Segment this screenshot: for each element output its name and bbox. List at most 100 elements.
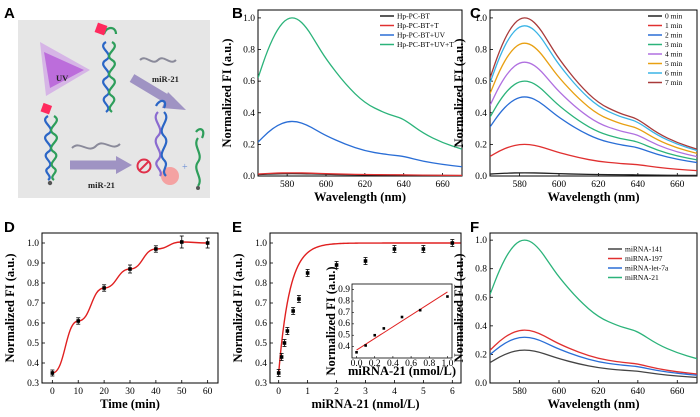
y-tick-label: 0.6 bbox=[255, 319, 267, 329]
x-tick-label: 6 bbox=[450, 387, 455, 397]
x-tick-label: 50 bbox=[177, 387, 187, 397]
y-tick-label: 0.8 bbox=[27, 279, 39, 289]
x-tick-label: 580 bbox=[512, 180, 527, 190]
y-axis-label: Normalized FI (a.u.) bbox=[452, 38, 466, 147]
x-tick-label: 600 bbox=[552, 387, 567, 397]
inset-chart: 0.0 0.2 0.4 0.6 0.8 1.00.40.50.60.70.80.9miRN… bbox=[324, 266, 456, 378]
data-point bbox=[154, 247, 158, 251]
inset-data-point bbox=[355, 351, 358, 354]
y-tick-label: 0.4 bbox=[255, 359, 267, 369]
y-tick-label: 0.6 bbox=[475, 293, 487, 303]
right-probe-glow-icon: + bbox=[154, 99, 188, 185]
series-line-3-min bbox=[490, 80, 697, 161]
series-line-hp-pc-bt-t bbox=[258, 172, 462, 176]
data-point bbox=[279, 355, 284, 359]
legend-label: miRNA-197 bbox=[625, 254, 663, 263]
data-point bbox=[450, 241, 455, 245]
released-strand-icon bbox=[195, 128, 205, 190]
y-tick-label: 0.8 bbox=[255, 279, 267, 289]
top-arrow-icon bbox=[129, 57, 186, 110]
series-line-mirna-let-7a bbox=[490, 336, 697, 376]
mir-label-top: miR-21 bbox=[152, 74, 179, 84]
mir-label-bottom: miR-21 bbox=[88, 180, 115, 190]
data-point bbox=[205, 241, 210, 245]
series-line-1-min bbox=[490, 143, 697, 172]
x-tick-label: 620 bbox=[591, 387, 606, 397]
series-line-0-min bbox=[490, 172, 697, 176]
legend-label: Hp-PC-BT bbox=[397, 12, 430, 21]
inset-data-point bbox=[373, 333, 377, 337]
legend-label: Hp-PC-BT+UV bbox=[397, 31, 446, 40]
y-tick-label: 0.8 bbox=[243, 46, 255, 56]
series-line-2-min bbox=[490, 96, 697, 164]
x-tick-label: 660 bbox=[435, 180, 450, 190]
legend-label: miRNA-let-7a bbox=[625, 264, 669, 273]
legend-label: miRNA-21 bbox=[625, 273, 659, 282]
top-hairpin-probe-icon bbox=[94, 22, 118, 113]
panel-label-d: D bbox=[4, 219, 15, 236]
inset-x-tick-label: 1.0 bbox=[442, 359, 454, 369]
y-tick-label: 0.7 bbox=[255, 299, 267, 309]
series-line-6-min bbox=[490, 25, 697, 152]
y-tick-label: 0.7 bbox=[27, 299, 39, 309]
inset-x-tick-label: 0.8 bbox=[423, 359, 435, 369]
y-tick-label: 0.6 bbox=[475, 77, 487, 87]
legend-label: 0 min bbox=[665, 12, 683, 21]
legend-label: Hp-PC-BT+T bbox=[397, 21, 439, 30]
y-tick-label: 0.5 bbox=[27, 339, 39, 349]
series-line-5-min bbox=[490, 42, 697, 155]
series-line-hp-pc-bt-uv bbox=[258, 120, 462, 168]
data-point bbox=[282, 341, 287, 345]
inset-x-tick-label: 0.6 bbox=[405, 359, 417, 369]
uv-light-icon bbox=[40, 42, 90, 96]
x-tick-label: 30 bbox=[125, 387, 135, 397]
data-point bbox=[128, 267, 132, 271]
y-tick-label: 1.0 bbox=[475, 236, 487, 246]
x-tick-label: 620 bbox=[358, 180, 373, 190]
inset-data-point bbox=[400, 315, 404, 319]
series-line-mirna-141 bbox=[490, 349, 697, 379]
data-point bbox=[297, 297, 301, 301]
series-line-4-min bbox=[490, 61, 697, 158]
panel-c-chart: C 580 600 620 640 660 0.0 0.2 0.4 0.6 0.8 1.0 Wavel… bbox=[452, 5, 698, 204]
d-axes: 0 10 20 30 40 50 60 0.3 0.4 0.5 0.6 0.7 0.8 0.9 1.0 Tim… bbox=[3, 232, 219, 411]
x-tick-label: 2 bbox=[334, 387, 339, 397]
y-tick-label: 0.8 bbox=[475, 46, 487, 56]
data-point bbox=[421, 247, 426, 251]
inset-data-point bbox=[418, 308, 422, 312]
x-tick-label: 660 bbox=[670, 180, 685, 190]
x-tick-label: 640 bbox=[397, 180, 412, 190]
y-tick-label: 0.2 bbox=[475, 350, 487, 360]
svg-text:+: + bbox=[182, 162, 188, 173]
y-tick-label: 0.4 bbox=[475, 109, 487, 119]
panel-b-chart: B 580 600 620 640 660 0.0 0.2 0.4 0.6 0.8 1.0 Wavel… bbox=[220, 5, 463, 204]
x-tick-label: 0 bbox=[50, 387, 55, 397]
panel-label-b: B bbox=[232, 5, 243, 22]
e-axes: 0 1 2 3 4 5 60.30.40.50.60.70.80.91.0miRNA-21 … bbox=[231, 232, 462, 411]
legend-label: 6 min bbox=[665, 69, 683, 78]
x-tick-label: 0 bbox=[276, 387, 281, 397]
x-axis-label: Time (min) bbox=[100, 397, 160, 411]
data-point bbox=[285, 329, 290, 333]
data-point bbox=[291, 309, 295, 313]
x-tick-label: 5 bbox=[421, 387, 426, 397]
inset-data-point bbox=[382, 327, 386, 330]
data-point bbox=[392, 247, 397, 251]
legend-label: 7 min bbox=[665, 78, 683, 87]
data-point bbox=[179, 240, 184, 244]
data-point bbox=[276, 371, 281, 375]
y-tick-label: 1.0 bbox=[255, 239, 267, 249]
legend-label: Hp-PC-BT+UV+T bbox=[397, 40, 454, 49]
panel-label-a: A bbox=[4, 5, 15, 22]
inset-fit-line bbox=[356, 291, 448, 351]
x-tick-label: 1 bbox=[305, 387, 310, 397]
y-tick-label: 0.5 bbox=[255, 339, 267, 349]
plot-frame bbox=[257, 9, 463, 177]
plot-frame bbox=[489, 232, 698, 384]
x-tick-label: 600 bbox=[319, 180, 334, 190]
x-tick-label: 580 bbox=[512, 387, 527, 397]
inset-data-point bbox=[364, 344, 367, 347]
blocked-icon bbox=[136, 158, 152, 174]
